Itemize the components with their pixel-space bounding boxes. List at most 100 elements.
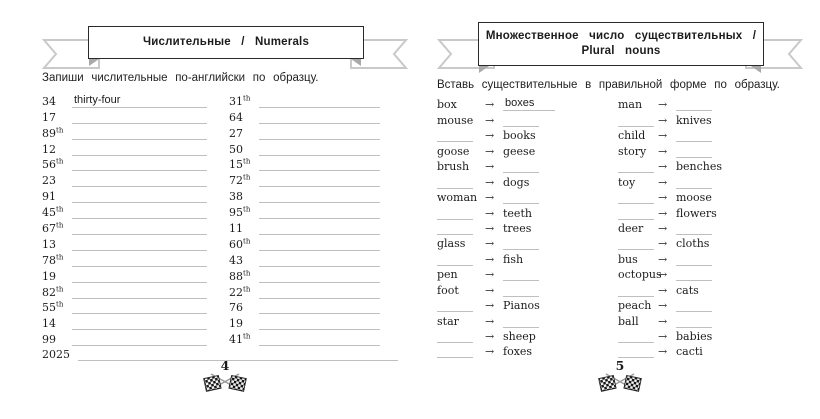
answer-blank (259, 295, 380, 299)
numeral-row: 17 (42, 108, 207, 124)
ordinal-suffix: th (243, 157, 251, 166)
numeral-label: 11 (229, 222, 243, 236)
answer-blank (259, 104, 380, 108)
arrow-icon: → (485, 160, 495, 174)
plural-word (676, 231, 712, 235)
answer-blank (72, 167, 207, 172)
numerals-columns: 34 thirty-four 17 89th 12 56th 23 91 45th 67th 13 7… (42, 92, 380, 347)
pair-row: → trees (437, 220, 597, 235)
banner-box: Множественное число существительных / Pl… (478, 22, 764, 66)
numeral-label: 91 (42, 190, 56, 204)
plural-word (503, 246, 539, 251)
answer-blank (437, 216, 473, 220)
pair-row: → cacti (618, 343, 803, 359)
answer-blank (72, 120, 207, 124)
answer-blank (259, 167, 380, 172)
arrow-icon: → (485, 268, 495, 282)
plural-word: foxes (503, 345, 533, 359)
pair-row: → Pianos (437, 297, 597, 313)
numeral-label: 22th (229, 284, 251, 299)
answer-blank (503, 200, 539, 205)
plural-word (503, 293, 539, 297)
numeral-row: 11 (229, 219, 380, 236)
arrow-icon: → (658, 237, 668, 251)
numeral-label: 17 (42, 110, 56, 124)
pair-row: → babies (618, 328, 803, 343)
chapter-banner: Числительные / Numerals (40, 24, 410, 74)
numeral-label: 2025 (42, 347, 70, 361)
arrow-icon: → (485, 299, 495, 313)
arrow-icon: → (658, 206, 668, 220)
ordinal-suffix: th (56, 253, 64, 262)
ribbon-fold-left (89, 57, 102, 66)
singular-word: pen (437, 268, 458, 282)
numeral-label: 78th (42, 253, 64, 267)
arrow-icon: → (485, 206, 495, 220)
pair-row: woman → (437, 189, 597, 205)
ordinal-suffix: th (56, 205, 64, 214)
numerals-column-1: 34 thirty-four 17 89th 12 56th 23 91 45th 67th 13 7… (42, 92, 207, 347)
numeral-row: 82th (42, 283, 207, 299)
arrow-icon: → (485, 237, 495, 251)
plural-word (676, 277, 712, 282)
answer-blank (72, 247, 207, 251)
plural-word: Pianos (503, 299, 540, 313)
answer-blank (437, 339, 473, 343)
answer-blank (618, 123, 654, 127)
pair-row: glass → (437, 235, 597, 251)
ordinal-suffix: th (243, 332, 251, 341)
ribbon-fold-right (748, 64, 761, 73)
numeral-label: 19 (42, 269, 56, 283)
plural-word: books (503, 129, 536, 143)
arrow-icon: → (485, 175, 495, 189)
numeral-label: 95th (229, 205, 251, 220)
ordinal-suffix: th (243, 269, 251, 278)
pair-row: → knives (618, 111, 803, 127)
arrow-icon: → (485, 314, 495, 328)
plural-word (503, 123, 539, 127)
numeral-label: 45th (42, 205, 64, 220)
numeral-label: 34 (42, 94, 56, 108)
numeral-row: 13 (42, 235, 207, 251)
ordinal-suffix: th (243, 173, 251, 182)
pair-row: brush → (437, 158, 597, 174)
plural-word (676, 138, 712, 143)
plural-word: sheep (503, 330, 536, 343)
page-number: 4 (220, 358, 230, 373)
answer-blank (503, 324, 539, 328)
answer-blank (618, 339, 654, 343)
answer-blank (259, 279, 380, 283)
numeral-row: 88th (229, 267, 380, 283)
answer-blank (676, 154, 712, 158)
banner-box: Числительные / Numerals (88, 26, 364, 59)
pair-row: → cloths (618, 235, 803, 251)
answer-blank (676, 308, 712, 313)
arrow-icon: → (485, 191, 495, 205)
checkered-flags-icon (203, 373, 247, 392)
answer-blank (72, 279, 207, 283)
answer-blank (78, 357, 398, 361)
answer-blank (503, 277, 539, 282)
plural-word: cacti (676, 345, 703, 359)
singular-word: peach (618, 299, 652, 313)
pair-row: → foxes (437, 343, 597, 359)
pair-row: → benches (618, 158, 803, 174)
arrow-icon: → (485, 129, 495, 143)
numeral-row: 14 (42, 314, 207, 331)
singular-word: goose (437, 144, 470, 158)
pair-row: box → boxes (437, 96, 597, 112)
singular-word: deer (618, 221, 644, 235)
answer-blank (72, 152, 207, 156)
arrow-icon: → (485, 345, 495, 359)
answer-blank (72, 215, 207, 220)
plural-word: fish (503, 252, 524, 266)
numeral-label: 76 (229, 301, 243, 315)
numeral-label: 88th (229, 269, 251, 283)
arrow-icon: → (658, 113, 668, 127)
answer-blank (72, 231, 207, 236)
ordinal-suffix: th (56, 157, 64, 166)
numeral-label: 27 (229, 126, 243, 140)
arrow-icon: → (658, 160, 668, 174)
numeral-row: 31th (229, 92, 380, 108)
numeral-row: 56th (42, 156, 207, 172)
